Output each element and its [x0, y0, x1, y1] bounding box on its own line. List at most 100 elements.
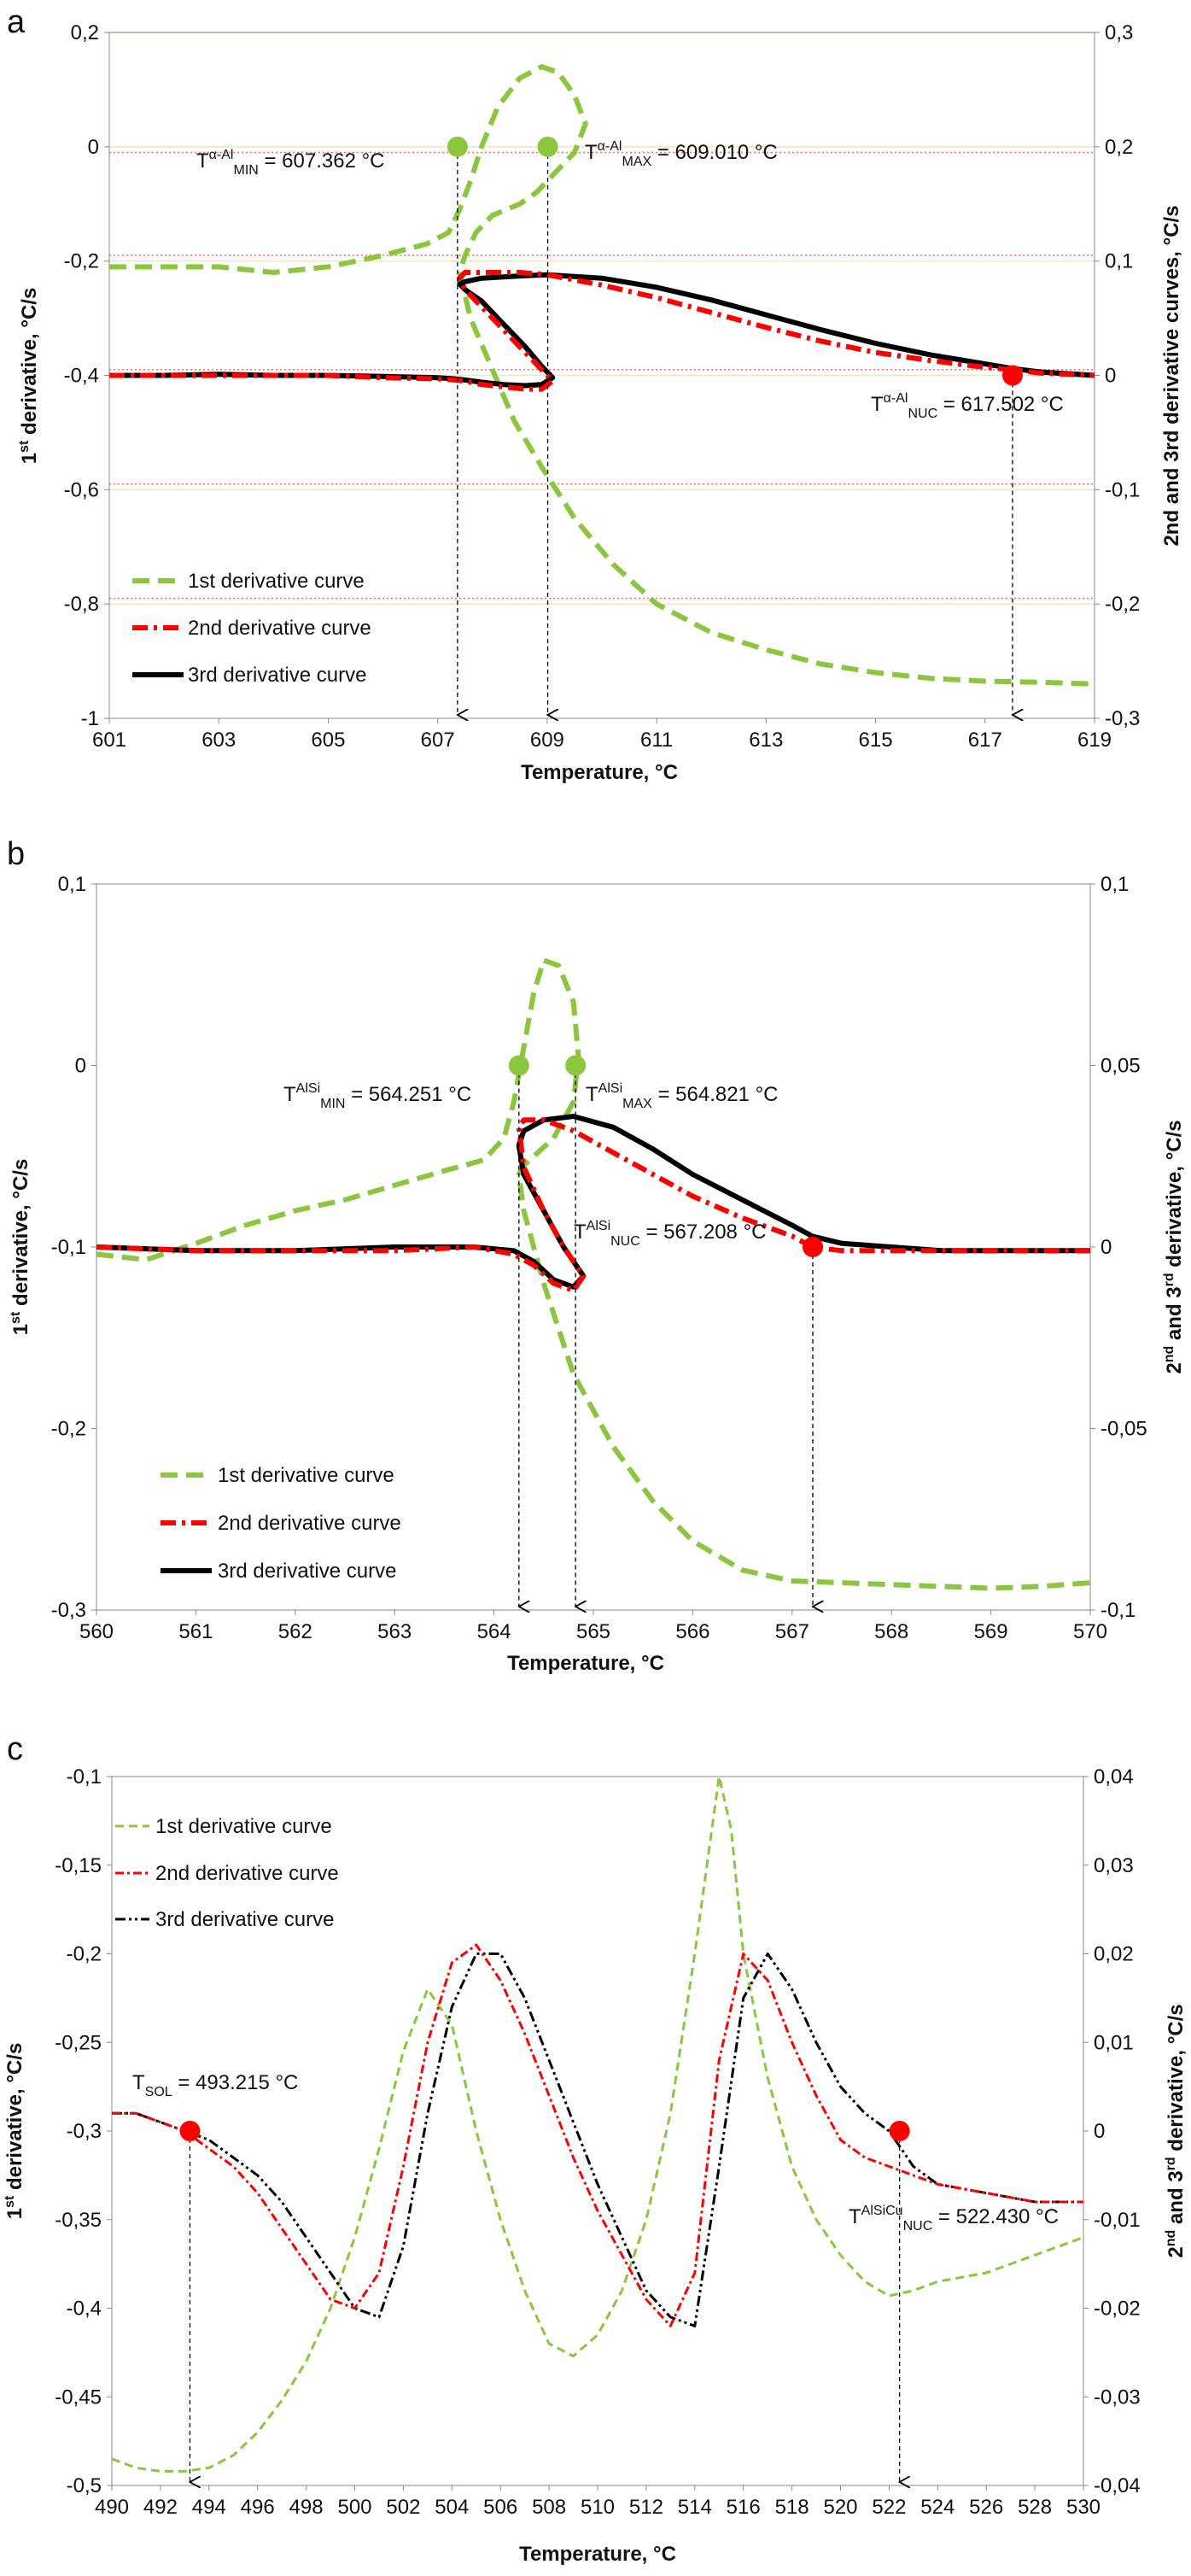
legend-label-2nd: 2nd derivative curve	[218, 1512, 401, 1535]
green-point-marker	[537, 136, 558, 157]
panel-c-markers	[179, 2121, 910, 2141]
legend-label-2nd: 2nd derivative curve	[155, 1862, 339, 1885]
x-tick-label: 567	[775, 1620, 809, 1643]
annotation-t-max-a: Tα-AlMAX = 609.010 °C	[585, 139, 778, 169]
y-left-tick-label: -1	[81, 707, 99, 730]
x-tick-label: 528	[1018, 2496, 1052, 2519]
y-right-tick-label: 0,04	[1094, 1765, 1134, 1789]
x-tick-label: 560	[79, 1620, 114, 1643]
x-tick-label: 569	[974, 1620, 1008, 1643]
annotation-t-nuc-a: Tα-AlNUC = 617.502 °C	[871, 391, 1064, 421]
panel-b-left-axis-label: 1st derivative, °C/s	[9, 1159, 32, 1336]
panel-b-plot-frame	[96, 883, 1091, 1611]
panel-letter-b: b	[7, 836, 25, 872]
x-tick-label: 611	[640, 729, 673, 752]
panel-a-series	[109, 64, 1095, 687]
panel-b-tick-labels: 560 561 562 563 564 565 566 567 568 569 570 0,1 0 -0,…	[51, 873, 1147, 1643]
legend-label-3rd: 3rd derivative curve	[218, 1560, 396, 1583]
y-left-tick-label: -0,6	[64, 478, 99, 501]
panel-c-x-axis-label: Temperature, °C	[519, 2543, 676, 2566]
red-point-marker	[889, 2121, 910, 2141]
red-point-marker	[179, 2121, 201, 2141]
y-right-tick-label: -0,1	[1101, 1599, 1136, 1622]
x-tick-label: 522	[872, 2496, 906, 2519]
y-left-tick-label: -0,25	[55, 2031, 102, 2054]
x-tick-label: 530	[1066, 2496, 1101, 2519]
legend-label-2nd: 2nd derivative curve	[188, 617, 371, 640]
annotation-t-nuc-c: TAlSiCuNUC = 522.430 °C	[849, 2204, 1059, 2234]
x-tick-label: 607	[421, 729, 455, 752]
y-left-tick-label: -0,1	[51, 1236, 86, 1259]
y-left-tick-label: -0,2	[64, 250, 99, 273]
y-left-tick-label: 0	[88, 136, 99, 159]
x-tick-label: 615	[859, 729, 893, 752]
y-right-tick-label: 0,02	[1094, 1943, 1134, 1966]
x-tick-label: 562	[278, 1620, 312, 1643]
legend-label-1st: 1st derivative curve	[155, 1815, 332, 1838]
y-right-tick-label: 0,01	[1094, 2031, 1134, 2054]
panel-a-tick-labels: 601 603 605 607 609 611 613 615 617 619 0,2 0 -0,2 -0…	[64, 21, 1141, 752]
y-left-tick-label: -0,15	[55, 1854, 102, 1877]
series-3rd-derivative	[112, 1952, 1083, 2327]
panel-a-x-axis-label: Temperature, °C	[521, 761, 678, 784]
y-right-tick-label: -0,01	[1094, 2209, 1141, 2232]
x-tick-label: 526	[969, 2496, 1003, 2519]
panel-a-gridlines	[109, 32, 1095, 605]
panel-c-legend: 1st derivative curve 2nd derivative curv…	[115, 1815, 339, 1931]
panel-a-arrows	[458, 146, 1013, 715]
x-tick-label: 512	[629, 2496, 663, 2519]
green-point-marker	[565, 1055, 587, 1076]
panel-c-arrows	[190, 2131, 899, 2482]
legend-label-3rd: 3rd derivative curve	[188, 664, 366, 687]
panel-c-left-axis-label: 1st derivative, °C/s	[3, 2043, 26, 2220]
y-left-tick-label: -0,3	[67, 2120, 102, 2143]
y-right-tick-label: -0,02	[1094, 2298, 1141, 2321]
panel-a-markers	[447, 136, 1023, 386]
panel-c: c 490 492 494 496 498 500 502 504 506 508 510 512 51…	[3, 1731, 1188, 2566]
y-right-tick-label: 0,03	[1094, 1854, 1134, 1877]
x-tick-label: 609	[530, 729, 564, 752]
x-tick-label: 565	[576, 1620, 610, 1643]
series-1st-derivative	[96, 957, 1091, 1591]
panel-a-left-axis-label: 1st derivative, °C/s	[17, 288, 41, 465]
red-point-marker	[1001, 365, 1023, 386]
y-right-tick-label: 0,3	[1105, 21, 1133, 44]
y-left-tick-label: -0,5	[67, 2474, 102, 2497]
x-tick-label: 516	[727, 2496, 761, 2519]
panel-b-x-axis-label: Temperature, °C	[507, 1652, 664, 1675]
x-tick-label: 570	[1073, 1620, 1107, 1643]
series-2nd-derivative	[112, 1943, 1083, 2327]
y-left-tick-label: 0,1	[58, 873, 86, 896]
panel-letter-c: c	[7, 1731, 23, 1767]
x-tick-label: 502	[386, 2496, 420, 2519]
y-right-tick-label: 0,1	[1101, 873, 1129, 896]
series-3rd-derivative	[109, 272, 1095, 389]
y-right-tick-label: -0,05	[1101, 1418, 1147, 1441]
series-1st-derivative	[109, 64, 1095, 687]
x-tick-label: 496	[241, 2496, 275, 2519]
x-tick-label: 500	[337, 2496, 371, 2519]
legend-label-1st: 1st derivative curve	[188, 570, 365, 593]
y-right-tick-label: 0,05	[1101, 1055, 1141, 1078]
panel-b-markers	[508, 1055, 824, 1257]
series-2nd-derivative	[109, 270, 1095, 392]
panel-a: a 601 603 605 607 609 611 613 615 617 619 0,2 0 -0,2…	[7, 4, 1183, 784]
x-tick-label: 508	[532, 2496, 566, 2519]
y-left-tick-label: -0,3	[51, 1599, 86, 1622]
y-right-tick-label: 0,1	[1105, 250, 1133, 273]
x-tick-label: 524	[920, 2496, 955, 2519]
x-tick-label: 568	[874, 1620, 908, 1643]
annotation-t-max-b: TAlSiMAX = 564.821 °C	[586, 1081, 779, 1111]
x-tick-label: 603	[201, 729, 236, 752]
panel-c-series	[111, 1775, 1084, 2473]
y-left-tick-label: -0,2	[67, 1943, 102, 1966]
panel-a-legend: 1st derivative curve 2nd derivative curv…	[132, 570, 371, 687]
x-tick-label: 563	[377, 1620, 412, 1643]
x-tick-label: 601	[92, 729, 126, 752]
panel-c-right-axis-label: 2nd and 3rd derivative, °C/s	[1164, 2004, 1188, 2257]
panel-b-arrows	[519, 1065, 813, 1607]
legend-label-1st: 1st derivative curve	[218, 1464, 394, 1487]
annotation-t-min-a: Tα-AlMIN = 607.362 °C	[196, 148, 385, 178]
y-right-tick-label: -0,1	[1105, 478, 1140, 501]
